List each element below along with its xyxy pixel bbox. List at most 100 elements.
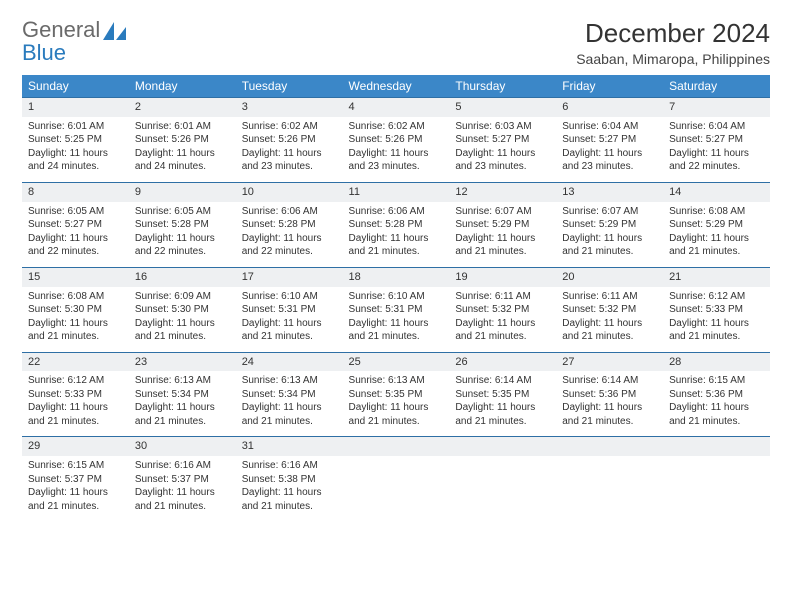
- day-number: 18: [343, 267, 450, 287]
- day-number: 31: [236, 436, 343, 456]
- daylight-text: Daylight: 11 hours and 21 minutes.: [562, 402, 642, 427]
- day-data: Sunrise: 6:02 AMSunset: 5:26 PMDaylight:…: [343, 117, 450, 182]
- daylight-text: Daylight: 11 hours and 24 minutes.: [28, 148, 108, 173]
- sunrise-text: Sunrise: 6:07 AM: [562, 206, 638, 217]
- sunrise-text: Sunrise: 6:12 AM: [669, 291, 745, 302]
- sunset-text: Sunset: 5:26 PM: [135, 134, 209, 145]
- day-number: 29: [22, 436, 129, 456]
- calendar-day-cell: 18Sunrise: 6:10 AMSunset: 5:31 PMDayligh…: [343, 267, 450, 352]
- calendar-table: SundayMondayTuesdayWednesdayThursdayFrid…: [22, 75, 770, 521]
- calendar-day-cell: [343, 436, 450, 521]
- day-number: [556, 436, 663, 456]
- sunrise-text: Sunrise: 6:11 AM: [455, 291, 530, 302]
- daylight-text: Daylight: 11 hours and 21 minutes.: [135, 487, 215, 512]
- day-data: Sunrise: 6:07 AMSunset: 5:29 PMDaylight:…: [556, 202, 663, 267]
- sunset-text: Sunset: 5:37 PM: [135, 474, 209, 485]
- weekday-header-row: SundayMondayTuesdayWednesdayThursdayFrid…: [22, 75, 770, 97]
- day-data: Sunrise: 6:01 AM Sunset: 5:26 PM Daylight:…: [129, 117, 236, 182]
- sunset-text: Sunset: 5:36 PM: [562, 389, 636, 400]
- day-data: Sunrise: 6:12 AMSunset: 5:33 PMDaylight:…: [663, 287, 770, 352]
- calendar-day-cell: 30 Sunrise: 6:16 AM Sunset: 5:37 PM Dayligh…: [129, 436, 236, 521]
- calendar-day-cell: 31Sunrise: 6:16 AMSunset: 5:38 PMDayligh…: [236, 436, 343, 521]
- sunrise-text: Sunrise: 6:04 AM: [562, 121, 638, 132]
- sunrise-text: Sunrise: 6:15 AM: [669, 375, 745, 386]
- sunrise-text: Sunrise: 6:06 AM: [242, 206, 318, 217]
- day-data: Sunrise: 6:06 AMSunset: 5:28 PMDaylight:…: [343, 202, 450, 267]
- day-number: 7: [663, 97, 770, 117]
- day-number: 9: [129, 182, 236, 202]
- day-number: 14: [663, 182, 770, 202]
- day-number: 11: [343, 182, 450, 202]
- calendar-week-row: 29Sunrise: 6:15 AMSunset: 5:37 PMDayligh…: [22, 436, 770, 521]
- calendar-day-cell: 11Sunrise: 6:06 AMSunset: 5:28 PMDayligh…: [343, 182, 450, 267]
- daylight-text: Daylight: 11 hours and 21 minutes.: [562, 318, 642, 343]
- sunset-text: Sunset: 5:29 PM: [669, 219, 743, 230]
- sunrise-text: Sunrise: 6:10 AM: [349, 291, 425, 302]
- daylight-text: Daylight: 11 hours and 22 minutes.: [135, 233, 215, 258]
- day-data: Sunrise: 6:11 AMSunset: 5:32 PMDaylight:…: [556, 287, 663, 352]
- sunset-text: Sunset: 5:25 PM: [28, 134, 102, 145]
- calendar-day-cell: 3 Sunrise: 6:02 AM Sunset: 5:26 PM Daylight…: [236, 97, 343, 182]
- logo-sail-icon: [102, 20, 128, 42]
- sunrise-text: Sunrise: 6:04 AM: [669, 121, 745, 132]
- sunset-text: Sunset: 5:31 PM: [242, 304, 316, 315]
- day-data: Sunrise: 6:13 AMSunset: 5:34 PMDaylight:…: [129, 371, 236, 436]
- calendar-day-cell: [663, 436, 770, 521]
- daylight-text: Daylight: 11 hours and 23 minutes.: [242, 148, 322, 173]
- day-data: Sunrise: 6:11 AMSunset: 5:32 PMDaylight:…: [449, 287, 556, 352]
- daylight-text: Daylight: 11 hours and 23 minutes.: [349, 148, 429, 173]
- daylight-text: Daylight: 11 hours and 21 minutes.: [28, 487, 108, 512]
- weekday-header: Monday: [129, 75, 236, 97]
- calendar-day-cell: 7Sunrise: 6:04 AMSunset: 5:27 PMDaylight…: [663, 97, 770, 182]
- calendar-day-cell: [449, 436, 556, 521]
- calendar-day-cell: 10Sunrise: 6:06 AMSunset: 5:28 PMDayligh…: [236, 182, 343, 267]
- sunrise-text: Sunrise: 6:01 AM: [135, 121, 211, 132]
- day-data: Sunrise: 6:08 AMSunset: 5:29 PMDaylight:…: [663, 202, 770, 267]
- day-number: 6: [556, 97, 663, 117]
- sunrise-text: Sunrise: 6:12 AM: [28, 375, 104, 386]
- daylight-text: Daylight: 11 hours and 21 minutes.: [135, 318, 215, 343]
- sunset-text: Sunset: 5:37 PM: [28, 474, 102, 485]
- day-data: Sunrise: 6:13 AMSunset: 5:34 PMDaylight:…: [236, 371, 343, 436]
- location-text: Saaban, Mimaropa, Philippines: [576, 51, 770, 67]
- sunset-text: Sunset: 5:30 PM: [135, 304, 209, 315]
- sunrise-text: Sunrise: 6:02 AM: [242, 121, 318, 132]
- sunrise-text: Sunrise: 6:14 AM: [455, 375, 531, 386]
- day-data: Sunrise: 6:06 AMSunset: 5:28 PMDaylight:…: [236, 202, 343, 267]
- sunrise-text: Sunrise: 6:08 AM: [669, 206, 745, 217]
- weekday-header: Saturday: [663, 75, 770, 97]
- header: General Blue December 2024 Saaban, Mimar…: [22, 18, 770, 67]
- daylight-text: Daylight: 11 hours and 23 minutes.: [562, 148, 642, 173]
- calendar-day-cell: 21Sunrise: 6:12 AMSunset: 5:33 PMDayligh…: [663, 267, 770, 352]
- sunrise-text: Sunrise: 6:01 AM: [28, 121, 104, 132]
- sunset-text: Sunset: 5:28 PM: [242, 219, 316, 230]
- day-data: Sunrise: 6:08 AMSunset: 5:30 PMDaylight:…: [22, 287, 129, 352]
- calendar-day-cell: 24Sunrise: 6:13 AMSunset: 5:34 PMDayligh…: [236, 352, 343, 437]
- day-number: 26: [449, 352, 556, 372]
- day-number: 30: [129, 436, 236, 456]
- sunrise-text: Sunrise: 6:13 AM: [349, 375, 425, 386]
- day-data: [449, 456, 556, 507]
- day-number: 16: [129, 267, 236, 287]
- calendar-day-cell: 22Sunrise: 6:12 AMSunset: 5:33 PMDayligh…: [22, 352, 129, 437]
- daylight-text: Daylight: 11 hours and 21 minutes.: [669, 318, 749, 343]
- sunrise-text: Sunrise: 6:09 AM: [135, 291, 211, 302]
- daylight-text: Daylight: 11 hours and 21 minutes.: [349, 233, 429, 258]
- daylight-text: Daylight: 11 hours and 24 minutes.: [135, 148, 215, 173]
- sunset-text: Sunset: 5:29 PM: [562, 219, 636, 230]
- sunset-text: Sunset: 5:27 PM: [562, 134, 636, 145]
- sunset-text: Sunset: 5:26 PM: [242, 134, 316, 145]
- sunset-text: Sunset: 5:27 PM: [28, 219, 102, 230]
- day-number: 10: [236, 182, 343, 202]
- sunrise-text: Sunrise: 6:16 AM: [135, 460, 211, 471]
- day-data: Sunrise: 6:03 AMSunset: 5:27 PMDaylight:…: [449, 117, 556, 182]
- sunset-text: Sunset: 5:36 PM: [669, 389, 743, 400]
- calendar-day-cell: 17Sunrise: 6:10 AMSunset: 5:31 PMDayligh…: [236, 267, 343, 352]
- sunrise-text: Sunrise: 6:13 AM: [135, 375, 211, 386]
- day-data: [663, 456, 770, 507]
- calendar-week-row: 8Sunrise: 6:05 AMSunset: 5:27 PMDaylight…: [22, 182, 770, 267]
- day-number: [449, 436, 556, 456]
- calendar-week-row: 15Sunrise: 6:08 AMSunset: 5:30 PMDayligh…: [22, 267, 770, 352]
- day-number: 3: [236, 97, 343, 117]
- sunset-text: Sunset: 5:30 PM: [28, 304, 102, 315]
